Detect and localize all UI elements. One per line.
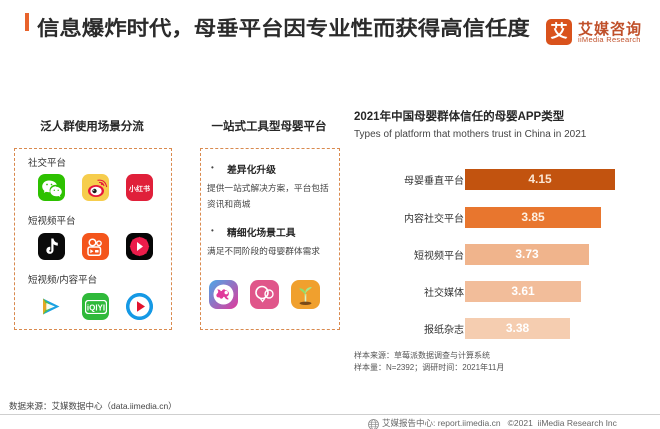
svg-text:iQIYI: iQIYI	[86, 303, 104, 312]
